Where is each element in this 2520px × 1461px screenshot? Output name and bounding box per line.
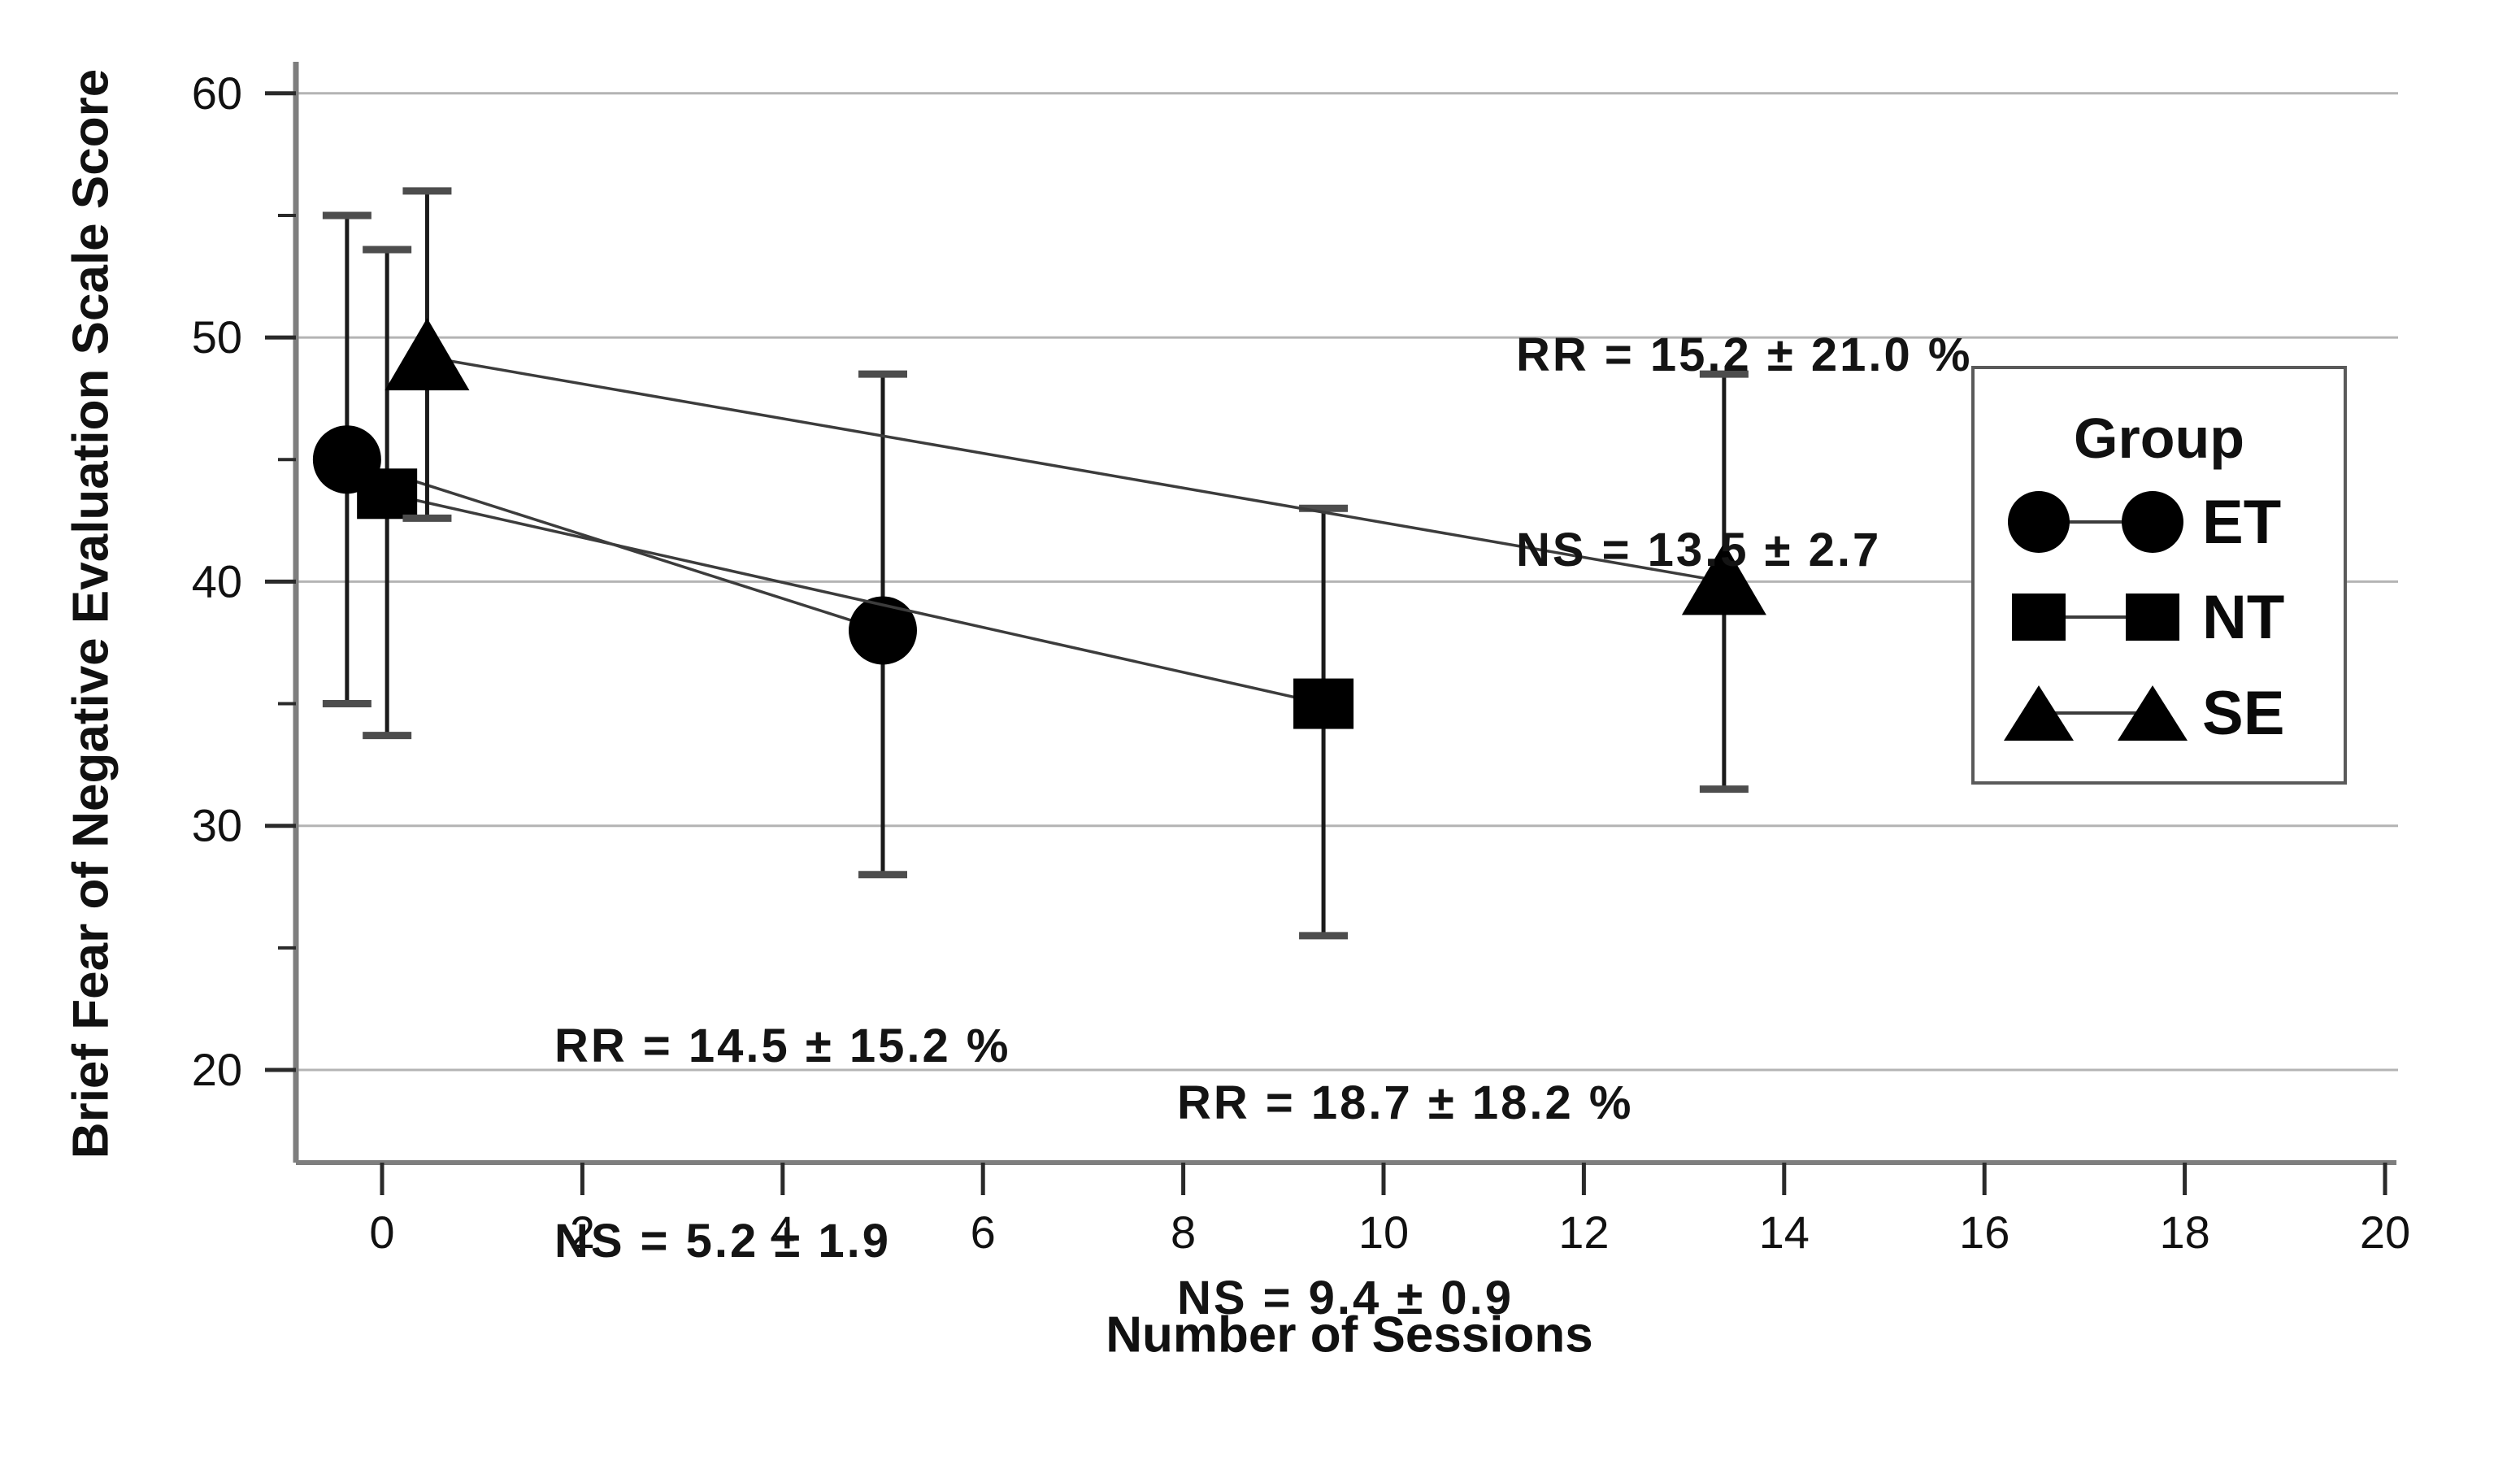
marker-SE-0 — [385, 318, 470, 391]
legend-key-square-marker — [2126, 594, 2179, 641]
se-triangle-key-icon — [2004, 685, 2188, 741]
y-axis-ticks: 20 30 40 50 60 — [192, 67, 296, 1095]
series-SE — [385, 187, 1766, 794]
annotation-et-line-rr: RR = 14.5 ± 15.2 % — [554, 1020, 1011, 1072]
legend-entry-nt: NT — [2002, 576, 2284, 658]
chart-canvas: 20 30 40 50 60 0 2 4 6 8 10 12 14 16 18 20 — [192, 62, 2410, 1258]
legend-key-triangle-marker — [2004, 685, 2074, 741]
y-tick-label-20: 20 — [192, 1044, 242, 1095]
et-circle-key-icon — [2008, 491, 2183, 553]
marker-NT-0 — [357, 468, 418, 520]
annotation-se-line-rr: RR = 15.2 ± 21.0 % — [1516, 328, 1973, 381]
annotation-se: RR = 15.2 ± 21.0 % NS = 13.5 ± 2.7 — [1516, 193, 1972, 713]
legend-key-triangle-marker — [2118, 685, 2188, 741]
legend-key-square-marker — [2012, 594, 2066, 641]
x-tick-label-4: 4 — [770, 1207, 795, 1258]
annotation-et-line-ns: NS = 5.2 ± 1.9 — [554, 1215, 891, 1268]
marker-SE-1 — [1681, 542, 1766, 615]
x-tick-label-12: 12 — [1558, 1207, 1609, 1258]
gridlines — [296, 92, 2398, 1072]
y-tick-label-30: 30 — [192, 800, 242, 851]
marker-NT-1 — [1293, 678, 1354, 729]
annotation-se-line-ns: NS = 13.5 ± 2.7 — [1516, 524, 1882, 576]
legend-key-circle-marker — [2008, 491, 2070, 553]
y-tick-label-40: 40 — [192, 555, 242, 607]
legend-key-circle-marker — [2122, 491, 2183, 553]
series-line-SE — [427, 355, 1725, 584]
legend-box: Group ET NT SE — [1971, 366, 2347, 785]
marker-ET-1 — [849, 596, 917, 665]
axes — [293, 62, 2396, 1165]
x-tick-label-10: 10 — [1358, 1207, 1409, 1258]
x-tick-label-6: 6 — [971, 1207, 996, 1258]
x-axis-title: Number of Sessions — [1106, 1307, 1593, 1363]
annotation-nt-line-ns: NS = 9.4 ± 0.9 — [1177, 1272, 1514, 1324]
legend-entry-label-et: ET — [2202, 487, 2282, 557]
series-NT — [357, 246, 1354, 940]
legend-entry-se: SE — [2002, 672, 2284, 754]
x-tick-label-2: 2 — [570, 1207, 595, 1258]
x-axis-ticks: 0 2 4 6 8 10 12 14 16 18 20 — [369, 1163, 2410, 1258]
legend-entry-label-se: SE — [2202, 678, 2285, 748]
legend-entry-label-nt: NT — [2202, 582, 2285, 652]
annotation-nt: RR = 18.7 ± 18.2 % NS = 9.4 ± 0.9 — [1177, 941, 1633, 1461]
annotation-et: RR = 14.5 ± 15.2 % NS = 5.2 ± 1.9 — [554, 884, 1010, 1404]
x-tick-label-16: 16 — [1959, 1207, 2009, 1258]
y-tick-label-60: 60 — [192, 67, 242, 119]
legend-title: Group — [2074, 407, 2244, 470]
x-tick-label-18: 18 — [2159, 1207, 2209, 1258]
x-tick-label-8: 8 — [1171, 1207, 1196, 1258]
x-tick-label-20: 20 — [2360, 1207, 2410, 1258]
nt-square-key-icon — [2012, 594, 2179, 641]
y-axis-title: Brief Fear of Negative Evaluation Scale … — [63, 68, 119, 1159]
y-tick-label-50: 50 — [192, 311, 242, 363]
x-tick-label-14: 14 — [1759, 1207, 1810, 1258]
annotation-nt-line-rr: RR = 18.7 ± 18.2 % — [1177, 1076, 1634, 1129]
legend-entry-et: ET — [2002, 481, 2281, 563]
series-line-NT — [386, 492, 1324, 706]
line-chart-figure: 20 30 40 50 60 0 2 4 6 8 10 12 14 16 18 20 Brief Fear o… — [63, 62, 2410, 1363]
x-tick-label-0: 0 — [369, 1207, 394, 1258]
